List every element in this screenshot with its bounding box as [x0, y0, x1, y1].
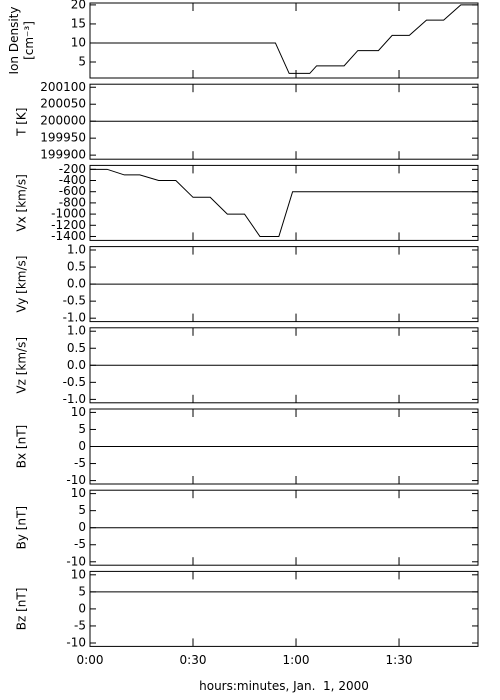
- y-tick-label: 15: [71, 16, 86, 30]
- y-tick-label: 199950: [40, 131, 86, 145]
- y-tick-label: -600: [59, 184, 86, 198]
- y-tick-label: 10: [71, 35, 86, 49]
- y-tick-label: 200000: [40, 114, 86, 128]
- x-axis-label: hours:minutes, Jan. 1, 2000: [199, 679, 369, 693]
- y-tick-label: -0.5: [63, 375, 86, 389]
- y-tick-label: 10: [71, 486, 86, 500]
- y-tick-label: -0.5: [63, 294, 86, 308]
- x-tick-label: 0:30: [180, 653, 207, 667]
- y-tick-label: -10: [66, 473, 86, 487]
- y-tick-label: -1200: [51, 218, 86, 232]
- y-tick-label: 199900: [40, 148, 86, 162]
- y-tick-label: -10: [66, 635, 86, 649]
- y-axis-label: Bz [nT]: [15, 588, 29, 631]
- y-tick-label: 0: [78, 439, 86, 453]
- y-axis-label: Vy [km/s]: [15, 256, 29, 313]
- y-axis-label: Vz [km/s]: [15, 337, 29, 394]
- y-tick-label: 200100: [40, 80, 86, 94]
- y-tick-label: -5: [74, 456, 86, 470]
- y-tick-label: 0.5: [67, 260, 86, 274]
- y-tick-label: 0: [78, 520, 86, 534]
- y-tick-label: 10: [71, 567, 86, 581]
- y-tick-label: 5: [78, 503, 86, 517]
- y-tick-label: 0.5: [67, 341, 86, 355]
- y-tick-label: -200: [59, 162, 86, 176]
- y-tick-label: -5: [74, 537, 86, 551]
- y-axis-label: Ion Density: [7, 7, 21, 75]
- panel-frame: [89, 83, 479, 160]
- y-tick-label: 1.0: [67, 324, 86, 338]
- y-tick-label: -1.0: [63, 311, 86, 325]
- y-tick-label: -1000: [51, 207, 86, 221]
- y-tick-label: 5: [78, 584, 86, 598]
- data-line: [90, 168, 478, 237]
- x-tick-label: 1:30: [386, 653, 413, 667]
- y-tick-label: 1.0: [67, 243, 86, 257]
- y-tick-label: -800: [59, 195, 86, 209]
- y-tick-label: -1.0: [63, 392, 86, 406]
- y-tick-label: -10: [66, 554, 86, 568]
- y-tick-label: 0.0: [67, 277, 86, 291]
- y-axis-label: Vx [km/s]: [15, 174, 29, 231]
- y-tick-label: 20: [71, 0, 86, 11]
- panel-frame: [89, 570, 479, 647]
- data-line: [90, 4, 478, 74]
- y-tick-label: 5: [78, 422, 86, 436]
- panel-frame: [89, 164, 479, 241]
- y-tick-label: 0: [78, 601, 86, 615]
- y-axis-label: [cm⁻³]: [22, 21, 36, 60]
- y-tick-label: 10: [71, 405, 86, 419]
- y-axis-label: T [K]: [15, 108, 29, 137]
- y-tick-label: -400: [59, 173, 86, 187]
- y-tick-label: -1400: [51, 229, 86, 243]
- y-tick-label: 5: [78, 55, 86, 69]
- y-tick-label: -5: [74, 618, 86, 632]
- y-axis-label: Bx [nT]: [15, 425, 29, 468]
- x-tick-label: 0:00: [77, 653, 104, 667]
- x-tick-label: 1:00: [283, 653, 310, 667]
- y-tick-label: 200050: [40, 97, 86, 111]
- y-axis-label: By [nT]: [15, 506, 29, 549]
- panel-frame: [89, 2, 479, 79]
- y-tick-label: 0.0: [67, 358, 86, 372]
